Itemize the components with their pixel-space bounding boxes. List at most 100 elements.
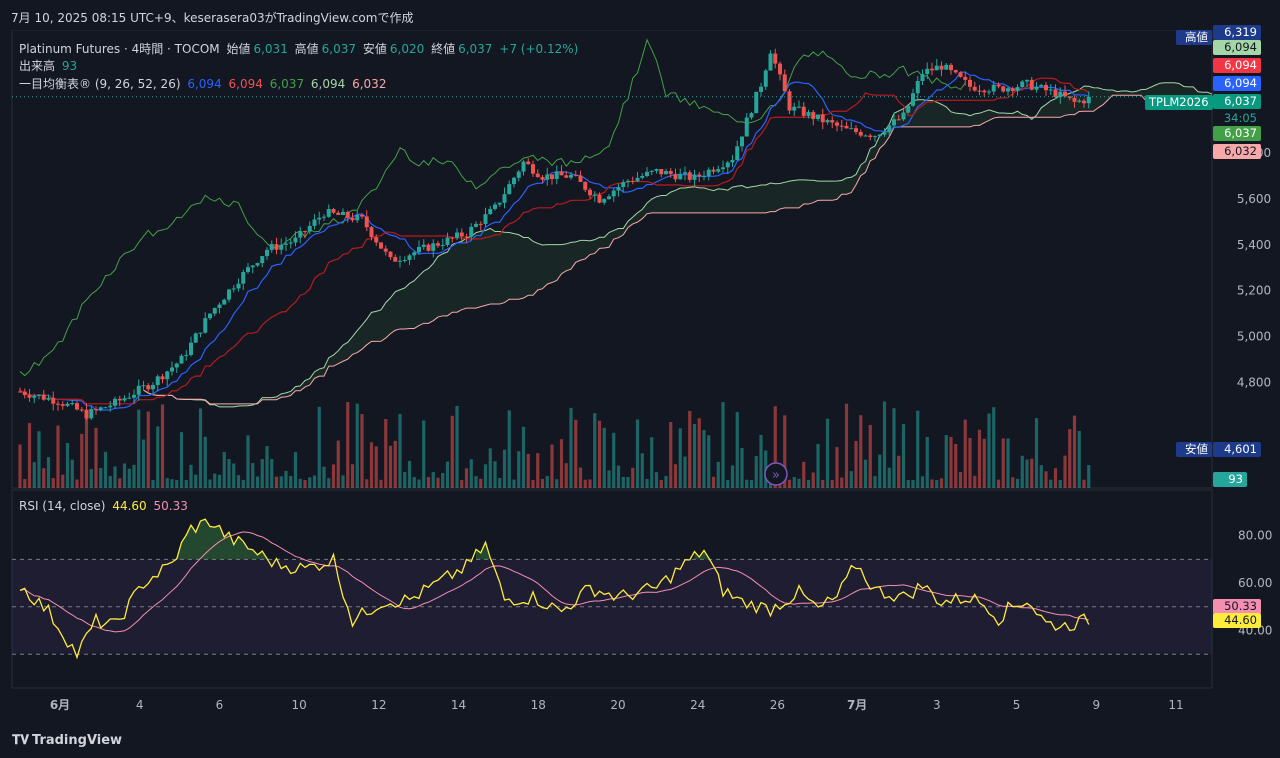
volume-bar bbox=[469, 459, 473, 488]
candle-body bbox=[269, 244, 274, 250]
candle-body bbox=[336, 212, 341, 215]
price-tag: 6,037 bbox=[1213, 126, 1261, 141]
volume-bar bbox=[559, 439, 564, 488]
candle-body bbox=[222, 299, 227, 305]
rsi-tick-label: 80.00 bbox=[1238, 529, 1272, 543]
time-axis-label: 18 bbox=[531, 698, 546, 712]
time-axis-label: 7月 bbox=[847, 698, 867, 712]
candle-body bbox=[426, 244, 431, 251]
volume-bar bbox=[56, 425, 60, 488]
candle-body bbox=[968, 79, 972, 87]
volume-bar bbox=[835, 447, 839, 488]
volume-bar bbox=[132, 464, 136, 488]
volume-bar bbox=[574, 419, 578, 488]
legend-ichi-v4: 6,094 bbox=[310, 77, 346, 91]
volume-bar bbox=[312, 475, 317, 488]
senkou-span-b-line bbox=[143, 94, 1213, 405]
volume-bar bbox=[108, 476, 112, 488]
candle-body bbox=[193, 333, 198, 343]
candle-body bbox=[246, 267, 250, 273]
candle-body bbox=[265, 249, 269, 257]
candle-body bbox=[934, 65, 939, 71]
volume-bar bbox=[626, 476, 630, 488]
candle-body bbox=[1048, 89, 1053, 91]
candle-body bbox=[132, 394, 136, 398]
volume-bar bbox=[916, 410, 920, 488]
candle-body bbox=[982, 90, 987, 93]
volume-bar bbox=[464, 468, 469, 488]
nav-circle bbox=[764, 462, 788, 486]
legend-volume-label: 出来高 bbox=[19, 59, 56, 73]
candle-body bbox=[664, 171, 668, 175]
candle-body bbox=[260, 256, 265, 264]
candle-body bbox=[930, 68, 934, 71]
chart-canvas[interactable]: 5,8005,6005,4005,2005,0004,80080.0060.00… bbox=[0, 30, 1280, 724]
candle-body bbox=[1010, 88, 1015, 92]
candle-body bbox=[754, 91, 759, 114]
volume-bar bbox=[365, 479, 369, 488]
volume-bar bbox=[578, 467, 583, 488]
volume-bar bbox=[849, 471, 853, 488]
legend-rsi-value: 44.60 bbox=[112, 499, 147, 513]
volume-bar bbox=[517, 451, 521, 488]
candle-body bbox=[649, 170, 654, 172]
volume-bar bbox=[251, 463, 255, 488]
volume-bar bbox=[479, 478, 483, 488]
volume-bar bbox=[650, 437, 654, 488]
candle-body bbox=[502, 194, 507, 203]
candle-body bbox=[939, 65, 944, 70]
volume-bar bbox=[388, 445, 393, 488]
volume-bar bbox=[412, 477, 416, 488]
volume-bar bbox=[474, 476, 478, 488]
legend-low-label: 安値 bbox=[362, 42, 387, 56]
volume-bar bbox=[118, 478, 122, 488]
candle-body bbox=[402, 259, 407, 261]
candle-body bbox=[920, 74, 925, 82]
time-axis-label: 12 bbox=[371, 698, 386, 712]
volume-bar bbox=[897, 455, 901, 488]
candle-body bbox=[279, 244, 284, 250]
legend-high: 6,037 bbox=[321, 42, 357, 56]
volume-bar bbox=[317, 406, 321, 488]
legend-ichi-v3: 6,037 bbox=[269, 77, 305, 91]
volume-bar bbox=[949, 436, 953, 488]
candle-body bbox=[702, 176, 706, 178]
volume-bar bbox=[901, 424, 906, 488]
candle-body bbox=[512, 177, 516, 185]
volume-bar bbox=[697, 418, 701, 488]
candle-body bbox=[673, 173, 678, 180]
volume-bar bbox=[1006, 438, 1010, 488]
candle-body bbox=[906, 105, 911, 113]
candle-body bbox=[37, 394, 41, 396]
candle-body bbox=[564, 175, 569, 178]
volume-bar bbox=[588, 479, 592, 488]
candle-body bbox=[550, 174, 554, 180]
candle-body bbox=[355, 214, 360, 221]
candle-body bbox=[155, 376, 160, 385]
volume-bar bbox=[540, 478, 545, 488]
candlesticks bbox=[18, 48, 1091, 420]
volume-bar bbox=[1011, 477, 1015, 488]
volume-bar bbox=[963, 419, 967, 488]
volume-bar bbox=[683, 456, 687, 488]
volume-bar bbox=[407, 460, 412, 488]
volume-bar bbox=[863, 459, 868, 488]
volume-bar bbox=[160, 404, 165, 488]
candle-body bbox=[958, 72, 963, 77]
candle-body bbox=[113, 398, 117, 406]
tradingview-logo[interactable]: 𝐓𝐕 TradingView bbox=[12, 733, 122, 748]
candle-body bbox=[977, 90, 982, 92]
candle-body bbox=[1072, 97, 1077, 102]
volume-bar bbox=[721, 402, 725, 488]
candle-body bbox=[407, 255, 412, 260]
candle-body bbox=[212, 307, 217, 314]
candle-body bbox=[1001, 86, 1006, 92]
volume-bar bbox=[441, 472, 445, 488]
volume-bar bbox=[265, 446, 269, 488]
candle-body bbox=[431, 243, 436, 251]
volume-bar bbox=[260, 459, 264, 488]
candle-body bbox=[307, 225, 312, 232]
go-to-realtime-icon[interactable]: » bbox=[764, 462, 788, 486]
volume-bar bbox=[654, 472, 659, 488]
volume-bar bbox=[293, 452, 298, 488]
